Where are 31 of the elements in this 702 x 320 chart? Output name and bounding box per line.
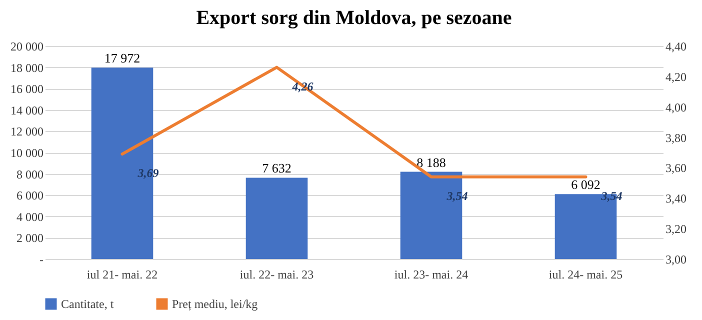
y-tick-label: 16 000 [10,82,44,96]
y2-tick-label: 3,80 [666,130,686,145]
data-label: 8 188 [416,154,446,170]
y2-tick-label: 3,20 [666,222,686,236]
y2-tick-label: 4,20 [666,70,686,84]
y2-tick-label: 4,00 [666,100,686,114]
y2-tick-label: 4,40 [666,40,686,54]
y-tick-label: 14 000 [10,103,44,118]
legend-label: Cantitate, t [61,297,114,311]
chart-title: Export sorg din Moldova, pe sezoane [196,7,512,29]
y-tick-label: 4 000 [16,210,44,224]
y-tick-label: 2 000 [16,231,44,246]
data-label: 6 092 [571,177,600,192]
legend-label: Preț mediu, lei/kg [172,297,258,311]
y-tick-label: 20 000 [10,40,44,54]
x-tick-label: iul. 23- mai. 24 [394,268,468,282]
y-tick-label: 10 000 [10,146,44,160]
y-tick-label: 8 000 [16,167,44,182]
y-tick-label: 6 000 [16,188,44,203]
y2-tick-label: 3,00 [666,252,686,266]
bar [246,178,308,259]
data-label: 17 972 [104,50,140,66]
y2-tick-label: 3,60 [666,161,686,176]
y-tick-label: - [40,252,44,266]
x-tick-label: iul. 22- mai. 23 [240,268,314,282]
x-tick-label: iul 21- mai. 22 [86,268,158,282]
y-tick-label: 12 000 [10,124,44,139]
x-tick-label: iul. 24- mai. 25 [548,268,623,282]
data-label: 7 632 [262,160,292,176]
y2-tick-label: 3,40 [666,192,686,206]
y-tick-label: 18 000 [10,60,44,75]
